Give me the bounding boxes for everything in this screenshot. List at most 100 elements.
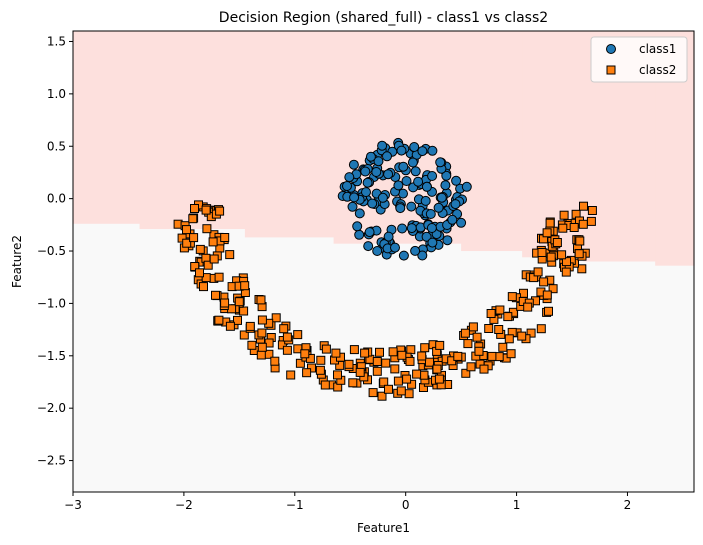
class2-point bbox=[552, 238, 562, 247]
class2-point bbox=[320, 380, 330, 390]
class1-point bbox=[413, 176, 424, 187]
class2-point bbox=[417, 351, 427, 361]
class1-point bbox=[417, 146, 428, 157]
class2-point bbox=[575, 236, 585, 246]
class2-point bbox=[195, 268, 204, 278]
class2-point bbox=[388, 347, 398, 357]
class2-point bbox=[526, 328, 536, 338]
y-tick-label: −1.5 bbox=[37, 349, 66, 363]
class2-point bbox=[390, 364, 400, 374]
class2-point bbox=[355, 367, 365, 377]
class2-point bbox=[344, 359, 354, 369]
class2-point bbox=[379, 377, 389, 387]
class2-point bbox=[282, 332, 292, 342]
class2-point bbox=[214, 272, 224, 282]
class2-point bbox=[270, 356, 280, 366]
class1-point bbox=[450, 199, 461, 210]
class2-point bbox=[368, 388, 378, 398]
class2-point bbox=[407, 379, 417, 389]
class1-point bbox=[440, 180, 451, 191]
class1-point bbox=[406, 223, 417, 234]
class1-point bbox=[396, 145, 407, 156]
class1-point bbox=[421, 231, 432, 242]
class1-point bbox=[352, 221, 363, 232]
class1-point bbox=[363, 241, 374, 252]
class2-point bbox=[548, 284, 558, 294]
class1-point bbox=[383, 231, 394, 242]
class2-point bbox=[479, 364, 489, 374]
class1-point bbox=[406, 201, 417, 212]
class2-point bbox=[486, 309, 496, 318]
class2-point bbox=[420, 343, 430, 353]
class2-point bbox=[234, 297, 244, 307]
class2-point bbox=[542, 290, 552, 300]
class2-point bbox=[494, 352, 504, 362]
class2-point bbox=[189, 233, 199, 243]
class1-point bbox=[426, 223, 437, 233]
class2-point bbox=[247, 340, 257, 350]
class2-point bbox=[586, 216, 596, 226]
class2-point bbox=[331, 348, 341, 358]
class2-point bbox=[201, 273, 211, 283]
class2-point bbox=[536, 324, 546, 334]
class2-point bbox=[557, 250, 567, 260]
class2-point bbox=[239, 306, 249, 316]
class2-point bbox=[405, 356, 415, 366]
class2-point bbox=[225, 321, 235, 331]
class1-point bbox=[456, 217, 467, 228]
class1-point bbox=[362, 177, 373, 188]
class1-point bbox=[371, 167, 382, 177]
class2-point bbox=[406, 345, 416, 355]
class2-point bbox=[302, 368, 312, 378]
y-tick-label: −2.0 bbox=[37, 401, 66, 415]
class2-point bbox=[279, 324, 289, 334]
decision-regions bbox=[73, 31, 695, 492]
legend: class1 class2 bbox=[590, 36, 688, 83]
chart-title: Decision Region (shared_full) - class1 v… bbox=[219, 10, 548, 26]
class2-point bbox=[466, 362, 476, 372]
upper-region-step bbox=[139, 31, 246, 230]
class2-point bbox=[558, 223, 568, 233]
class2-point bbox=[315, 365, 325, 375]
class2-point bbox=[484, 324, 494, 333]
class2-point bbox=[559, 210, 569, 220]
class1-point bbox=[461, 181, 472, 192]
y-tick-label: 1.0 bbox=[47, 87, 66, 101]
class1-point bbox=[451, 175, 462, 186]
class2-point bbox=[372, 357, 382, 366]
class2-point bbox=[286, 370, 296, 380]
x-tick-label: 0 bbox=[402, 498, 410, 512]
legend-marker-class1 bbox=[606, 44, 616, 54]
class2-point bbox=[225, 250, 235, 260]
class2-point bbox=[375, 347, 384, 357]
class2-point bbox=[215, 206, 225, 216]
class2-point bbox=[182, 238, 192, 248]
class1-point bbox=[361, 187, 371, 198]
class2-point bbox=[321, 344, 331, 354]
class2-point bbox=[220, 233, 230, 242]
class2-point bbox=[507, 292, 517, 302]
x-axis-ticks: −3 −2 −1 0 1 2 bbox=[64, 492, 631, 512]
class2-point bbox=[472, 332, 482, 342]
class1-point bbox=[427, 171, 438, 181]
class2-point bbox=[463, 339, 473, 349]
class2-point bbox=[333, 370, 342, 380]
class2-point bbox=[295, 358, 305, 368]
class2-point bbox=[396, 386, 406, 396]
upper-region-step bbox=[73, 31, 141, 224]
class1-point bbox=[447, 214, 458, 225]
class2-point bbox=[220, 298, 230, 308]
class1-point bbox=[421, 181, 432, 192]
x-axis-label: Feature1 bbox=[357, 521, 410, 535]
class2-point bbox=[384, 384, 393, 394]
class2-point bbox=[199, 282, 208, 292]
class1-point bbox=[417, 250, 428, 261]
plot-frame bbox=[72, 30, 695, 493]
class1-point bbox=[427, 237, 438, 248]
x-tick-label: −3 bbox=[64, 498, 82, 512]
class2-point bbox=[539, 277, 549, 287]
class2-point bbox=[257, 315, 267, 325]
class2-point bbox=[533, 267, 543, 277]
class2-point bbox=[487, 351, 497, 361]
legend-label-class2: class2 bbox=[639, 63, 676, 77]
